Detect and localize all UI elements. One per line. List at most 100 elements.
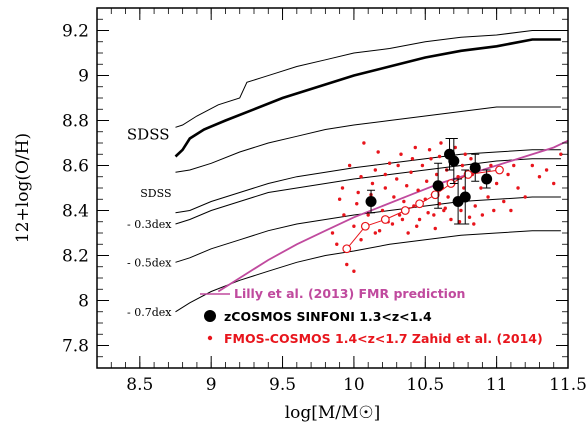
fmos-point — [494, 181, 499, 186]
y-tick-label: 7.8 — [62, 337, 89, 357]
fmos-point — [347, 163, 352, 168]
fmos-point — [400, 217, 405, 222]
fmos-point — [479, 186, 483, 190]
fmos-point — [406, 231, 410, 235]
fmos-point — [397, 213, 402, 217]
fmos-point — [376, 150, 380, 154]
fmos-point — [523, 195, 527, 199]
fmos-point — [427, 148, 432, 152]
sinfoni-point — [459, 191, 471, 203]
fmos-point — [402, 199, 406, 204]
fmos-point — [342, 213, 346, 217]
fmos-point — [426, 211, 430, 215]
fmos-point — [410, 157, 415, 161]
sdss-mzr-curves — [174, 30, 561, 313]
fmos-point — [446, 195, 450, 199]
fmos-point — [373, 168, 378, 172]
fmos-point — [416, 188, 420, 192]
fmos-individual-points — [330, 141, 563, 273]
x-tick-label: 10.5 — [406, 375, 444, 395]
annotation-0.7dex: - 0.7dex — [127, 306, 172, 319]
fmos-stacked-points — [342, 165, 504, 254]
y-tick-label: 9.2 — [62, 22, 89, 42]
y-tick-label: 8.6 — [62, 157, 89, 177]
annotation-0.5dex: - 0.5dex — [127, 256, 172, 269]
fmos-point — [337, 197, 342, 201]
fmos-point — [420, 163, 425, 168]
annotation-sdss-low: SDSS — [140, 187, 171, 200]
fmos-point — [537, 175, 542, 179]
y-axis-label: 12+log(O/H) — [13, 133, 33, 243]
fmos-point — [383, 186, 388, 190]
fmos-point — [370, 181, 375, 186]
fmos-point — [433, 226, 437, 231]
fmos-point — [437, 202, 442, 206]
y-tick-label: 8 — [78, 292, 89, 312]
fmos-point — [559, 152, 563, 156]
fmos-point — [355, 202, 359, 206]
fmos-point — [415, 224, 419, 228]
fmos-stack-point — [463, 170, 473, 179]
fmos-point — [453, 145, 457, 150]
fmos-point — [544, 168, 549, 172]
legend-label-sinfoni: zCOSMOS SINFONI 1.3<z<1.4 — [224, 309, 432, 324]
fmos-point — [409, 170, 413, 174]
fmos-point — [352, 224, 356, 228]
fmos-point — [399, 152, 403, 156]
fmos-point — [509, 208, 513, 213]
y-tick-label: 8.8 — [62, 112, 89, 132]
legend-sinfoni-marker — [204, 310, 216, 322]
annotation-0.3dex: - 0.3dex — [127, 218, 172, 231]
fmos-point — [467, 215, 472, 219]
sdss-curve-1 — [175, 30, 561, 128]
fmos-point — [330, 231, 335, 235]
fmos-point — [383, 172, 388, 177]
fmos-point — [390, 222, 395, 226]
fmos-point — [392, 195, 396, 199]
x-tick-label: 9 — [206, 375, 217, 395]
sdss-curve-5 — [175, 196, 561, 263]
fmos-point — [512, 163, 516, 168]
fmos-point — [502, 199, 506, 204]
fmos-point — [460, 163, 465, 168]
fmos-point — [432, 213, 436, 217]
x-axis-label: log[M/M☉] — [285, 403, 381, 423]
sdss-curve-2 — [175, 106, 561, 173]
fmos-point — [340, 186, 345, 190]
fmos-point — [459, 208, 463, 213]
fmr-line — [217, 139, 569, 293]
fmos-stack-point — [415, 199, 424, 209]
sdss-curve-3 — [175, 149, 561, 214]
fmos-point — [516, 186, 520, 190]
sinfoni-point — [469, 162, 481, 174]
sdss-curve-0 — [174, 38, 561, 158]
fmos-point — [462, 186, 466, 190]
sinfoni-point — [432, 180, 444, 192]
fmos-point — [457, 220, 462, 224]
fmos-point — [373, 231, 378, 235]
legend-label-fmos: FMOS-COSMOS 1.4<z<1.7 Zahid et al. (2014… — [224, 331, 543, 346]
sdss-curve-4 — [175, 158, 561, 225]
sinfoni-point — [448, 155, 460, 167]
fmos-point — [405, 184, 409, 188]
fmos-point — [396, 163, 400, 168]
fmos-point — [413, 145, 417, 150]
fmos-point — [552, 181, 556, 186]
x-tick-label: 11 — [486, 375, 508, 395]
y-tick-label: 8.4 — [62, 202, 89, 222]
fmos-point — [359, 175, 363, 179]
fmos-point — [380, 208, 385, 213]
fmos-point — [443, 206, 447, 210]
fmos-point — [362, 141, 366, 145]
fmos-point — [395, 177, 399, 181]
fmos-point — [437, 154, 442, 159]
fmos-stack-point — [342, 244, 352, 254]
fmos-point — [456, 175, 460, 179]
fmr-prediction-curve — [217, 139, 569, 293]
axis-ticks: 8.5 9 9.5 10 10.5 11 11.5 7.8 8 8.2 8.4 8.6 8.8 9 9.2 — [62, 7, 587, 395]
fmos-point — [469, 157, 473, 161]
fmos-point — [352, 269, 356, 273]
sinfoni-point — [365, 196, 377, 207]
x-tick-label: 10 — [343, 375, 365, 395]
